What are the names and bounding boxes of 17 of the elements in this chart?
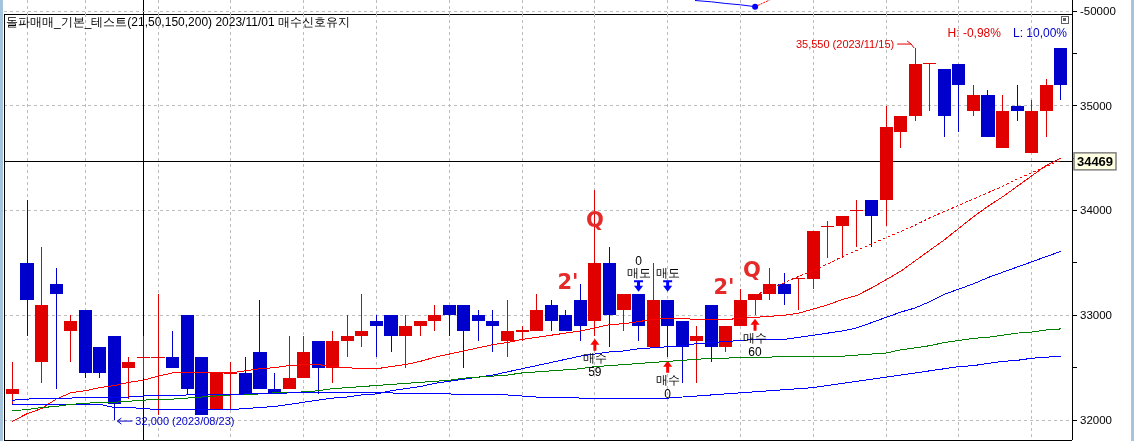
note: 2'	[557, 270, 579, 294]
y-tick-label: 34000	[1080, 204, 1112, 217]
note: Q	[743, 258, 761, 282]
y-tick-label: 32000	[1080, 414, 1112, 427]
annotation: 35,550 (2023/11/15)	[795, 38, 895, 51]
note: 매수 0	[655, 372, 680, 401]
note: H: -0,98%	[947, 25, 1001, 40]
note: 2'	[713, 275, 735, 299]
text: -50000	[1080, 5, 1116, 17]
note: 매수 59	[582, 350, 607, 379]
note: 0 매도	[626, 253, 651, 280]
note: L: 10,00%	[1012, 25, 1067, 40]
y-tick-label: 33000	[1080, 309, 1112, 322]
ref-label: 34469	[1073, 152, 1117, 171]
y-tick-label: 35000	[1080, 99, 1112, 112]
note: 35,550 (2023/11/15)	[795, 38, 915, 51]
note: 매도	[655, 265, 680, 280]
